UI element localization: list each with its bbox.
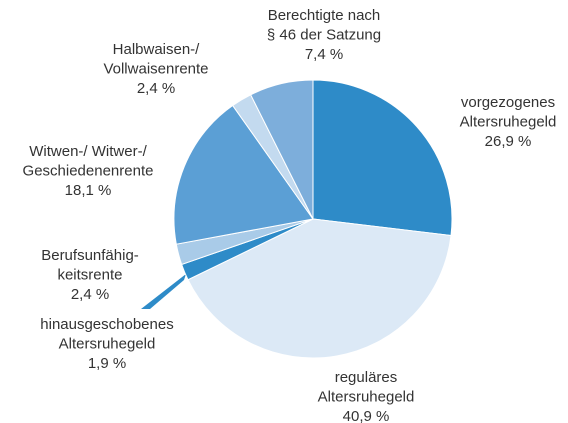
slice-label: § 46 der Satzung	[267, 26, 381, 43]
value-label: 1,9 %	[88, 355, 126, 372]
slice-label: Geschiedenenrente	[23, 162, 154, 179]
value-label: 26,9 %	[485, 133, 532, 150]
slice-label: hinausgeschobenes	[40, 316, 173, 333]
slice-label: Altersruhegeld	[318, 388, 415, 405]
value-label: 18,1 %	[65, 182, 112, 199]
slice-label: Berufsunfähig-	[41, 247, 139, 264]
label-pointer	[141, 274, 186, 309]
value-label: 40,9 %	[343, 408, 390, 423]
slice-label: Altersruhegeld	[460, 113, 557, 130]
slice-label: Halbwaisen-/	[113, 41, 201, 58]
value-label: 7,4 %	[305, 46, 343, 63]
value-label: 2,4 %	[71, 286, 109, 303]
pie-slice	[187, 218, 452, 359]
slice-label: reguläres	[335, 369, 398, 386]
pie-slice	[312, 79, 453, 237]
slice-label: vorgezogenes	[461, 94, 555, 111]
slice-label: Vollwaisenrente	[103, 60, 208, 77]
slice-label: keitsrente	[57, 266, 122, 283]
value-label: 2,4 %	[137, 80, 175, 97]
pie-slice	[250, 79, 314, 220]
slice-label: Berechtigte nach	[268, 7, 381, 24]
slice-label: Altersruhegeld	[59, 335, 156, 352]
slice-label: Witwen-/ Witwer-/	[29, 143, 147, 160]
pie-slice	[173, 104, 314, 245]
